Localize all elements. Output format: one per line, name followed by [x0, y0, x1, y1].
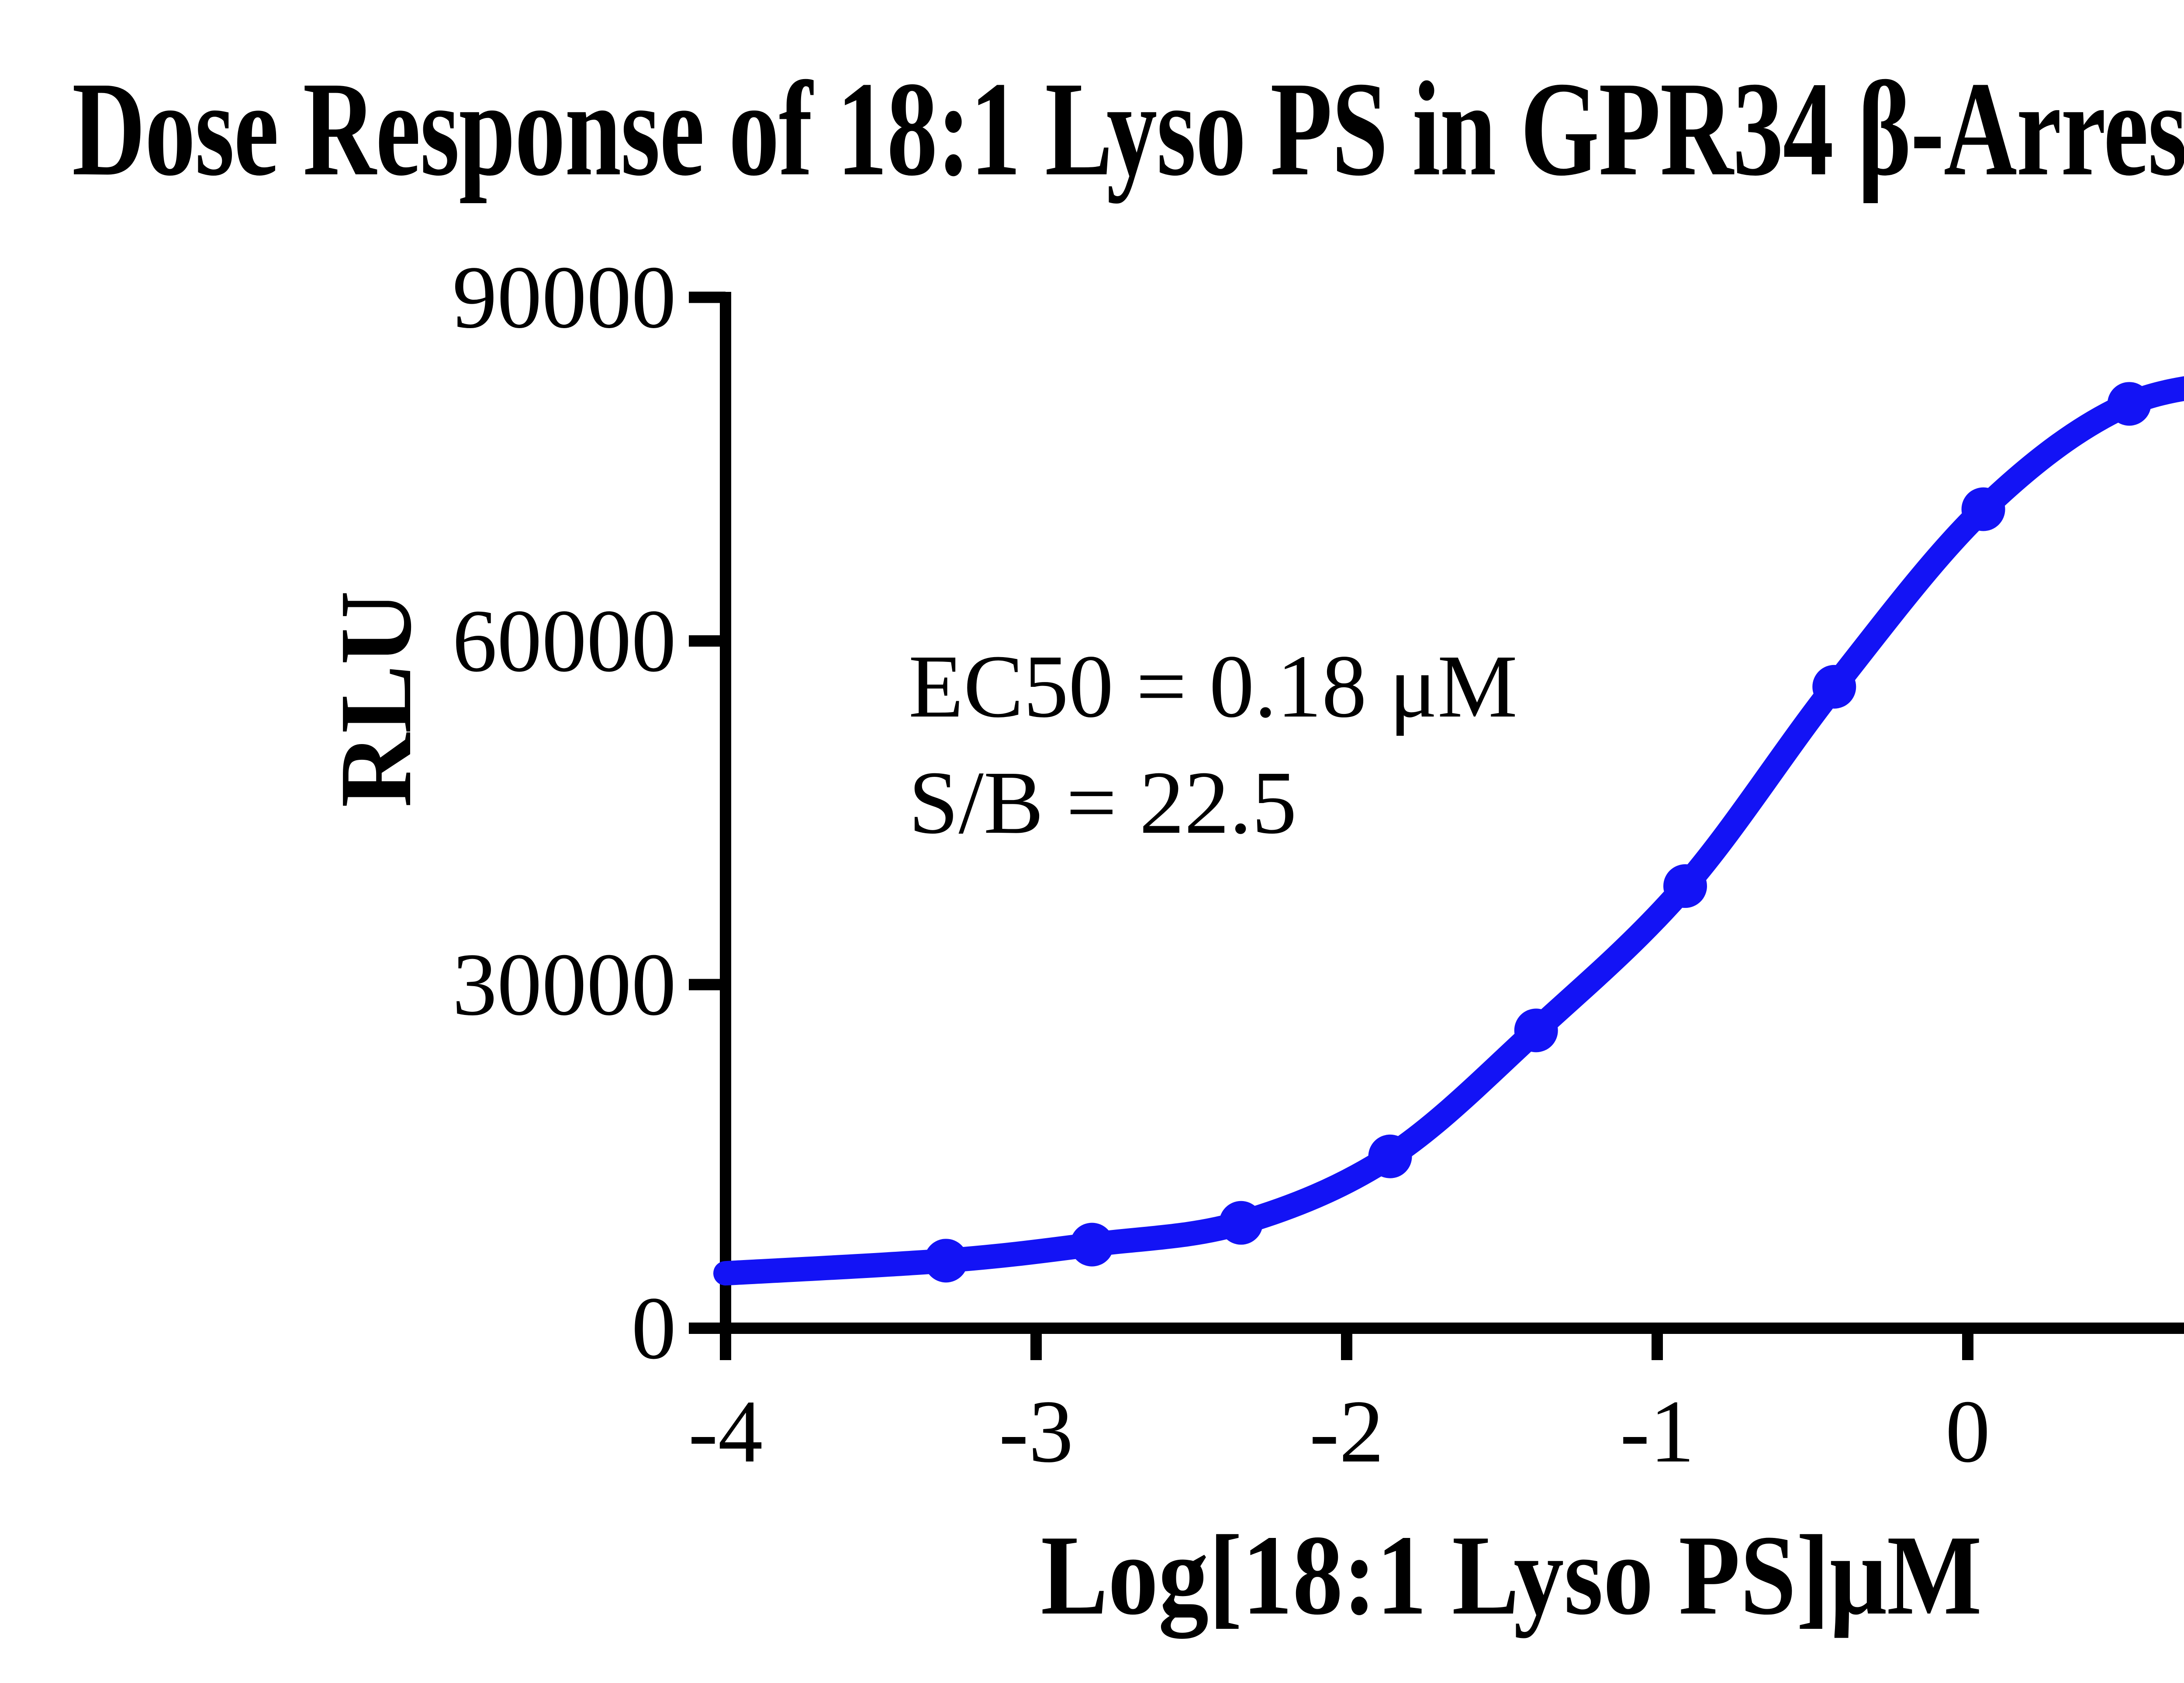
data-point — [1219, 1201, 1263, 1245]
fit-curve — [713, 376, 2184, 1286]
x-tick-label: -4 — [688, 1382, 763, 1481]
y-tick-label: 60000 — [453, 592, 677, 691]
x-tick-label: -1 — [1620, 1382, 1695, 1481]
x-tick-label: -2 — [1310, 1382, 1384, 1481]
y-tick-label: 90000 — [453, 248, 677, 347]
data-point — [1514, 1008, 1558, 1053]
data-point — [2107, 382, 2151, 426]
x-axis-title: Log[18:1 Lyso PS]μM — [1040, 1512, 1982, 1638]
fit-annotation: EC50 = 0.18 μM S/B = 22.5 — [909, 628, 1517, 861]
chart-title: Dose Response of 18:1 Lyso PS in GPR34 β… — [72, 54, 2184, 204]
data-point — [1663, 864, 1707, 908]
annotation-ec50: EC50 = 0.18 μM — [909, 636, 1518, 736]
y-tick-label: 0 — [632, 1279, 677, 1378]
data-point — [1070, 1222, 1114, 1267]
x-tick-label: 0 — [1946, 1382, 1990, 1481]
data-point — [1812, 665, 1856, 709]
data-point — [1368, 1134, 1412, 1178]
data-point — [1961, 487, 2005, 531]
annotation-sb: S/B = 22.5 — [909, 752, 1297, 852]
y-tick-label: 30000 — [453, 935, 677, 1034]
x-tick-label: -3 — [999, 1382, 1074, 1481]
data-point — [924, 1239, 968, 1283]
